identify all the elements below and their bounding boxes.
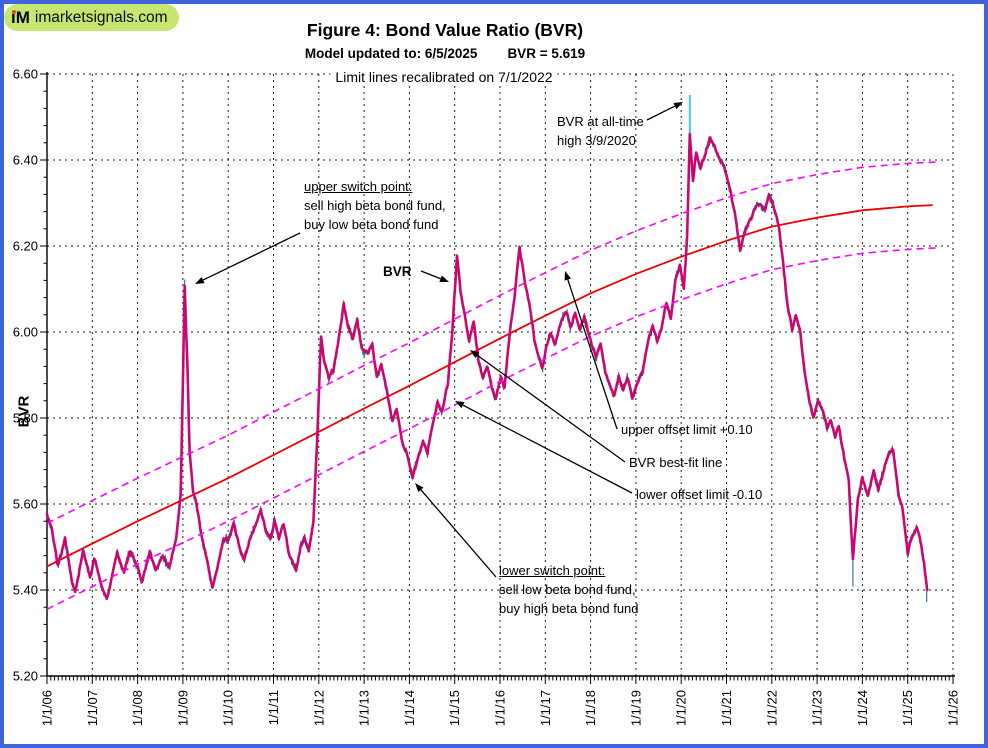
logo-i-dot <box>12 9 16 14</box>
svg-text:6.00: 6.00 <box>13 325 38 340</box>
annotation-arrows <box>195 102 683 578</box>
svg-text:1/1/16: 1/1/16 <box>493 690 508 726</box>
y-tick-labels: 5.20 5.40 5.60 5.80 6.00 6.20 6.40 6.60 <box>13 67 38 684</box>
svg-text:1/1/22: 1/1/22 <box>764 690 779 726</box>
annotation-lower-switch-point: lower switch point: sell low beta bond f… <box>499 563 639 616</box>
logo-domain: imarketsignals.com <box>34 8 168 26</box>
svg-text:1/1/23: 1/1/23 <box>810 690 825 726</box>
svg-text:1/1/06: 1/1/06 <box>40 690 55 726</box>
annotation-bvr-series-label: BVR <box>383 264 412 279</box>
bvr-weekly-line <box>45 132 929 601</box>
svg-text:5.60: 5.60 <box>13 497 38 512</box>
svg-text:5.80: 5.80 <box>13 411 38 426</box>
svg-text:1/1/15: 1/1/15 <box>447 690 462 726</box>
y-axis-title: BVR <box>15 395 33 428</box>
logo-mark: iM <box>11 7 30 27</box>
annotation-all-time-high: BVR at all-time high 3/9/2020 <box>557 114 644 148</box>
svg-text:6.40: 6.40 <box>13 153 38 168</box>
svg-text:6.60: 6.60 <box>13 67 38 82</box>
svg-text:5.40: 5.40 <box>13 583 38 598</box>
svg-text:1/1/26: 1/1/26 <box>946 690 961 726</box>
svg-text:1/1/20: 1/1/20 <box>674 690 689 726</box>
svg-text:1/1/25: 1/1/25 <box>900 690 915 726</box>
svg-text:1/1/11: 1/1/11 <box>266 690 281 725</box>
svg-text:1/1/17: 1/1/17 <box>538 690 553 726</box>
svg-text:1/1/07: 1/1/07 <box>85 690 100 726</box>
x-tick-labels: 1/1/06 1/1/07 1/1/08 1/1/09 1/1/10 1/1/11 1/1/… <box>40 690 961 726</box>
annotation-lower-offset-limit: lower offset limit -0.10 <box>636 487 763 502</box>
svg-text:1/1/24: 1/1/24 <box>855 690 870 726</box>
svg-text:1/1/12: 1/1/12 <box>311 690 326 726</box>
chart-subtitle: Model updated to: 6/5/2025 BVR = 5.619 <box>0 46 890 61</box>
upper-limit-line <box>46 161 936 525</box>
imarketsignals-logo: iM imarketsignals.com <box>4 4 179 31</box>
bvr-current-value: BVR = 5.619 <box>507 46 586 61</box>
annotation-upper-offset-limit: upper offset limit +0.10 <box>621 422 753 437</box>
svg-text:6.20: 6.20 <box>13 239 38 254</box>
chart-title: Figure 4: Bond Value Ratio (BVR) <box>306 20 584 40</box>
axis-ticks <box>40 73 954 684</box>
annotation-upper-switch-point: upper switch point: sell high beta bond … <box>304 179 446 232</box>
best-fit-line <box>46 204 933 568</box>
svg-text:1/1/21: 1/1/21 <box>719 690 734 726</box>
svg-text:1/1/09: 1/1/09 <box>175 690 190 726</box>
recalibration-note: Limit lines recalibrated on 7/1/2022 <box>330 69 558 85</box>
lower-limit-line <box>46 247 936 611</box>
svg-text:5.20: 5.20 <box>13 669 38 684</box>
svg-text:1/1/13: 1/1/13 <box>357 690 372 726</box>
svg-text:1/1/19: 1/1/19 <box>628 690 643 726</box>
svg-text:1/1/08: 1/1/08 <box>130 690 145 726</box>
annotation-best-fit-line: BVR best-fit line <box>629 455 723 470</box>
svg-text:1/1/10: 1/1/10 <box>221 690 236 726</box>
svg-text:1/1/14: 1/1/14 <box>402 690 417 726</box>
model-updated-text: Model updated to: 6/5/2025 <box>304 46 478 61</box>
svg-text:1/1/18: 1/1/18 <box>583 690 598 726</box>
